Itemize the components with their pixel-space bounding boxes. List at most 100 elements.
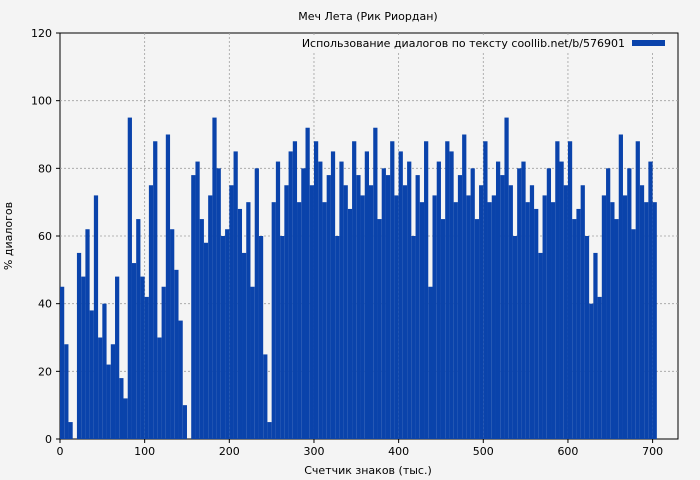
bar [542,195,547,439]
bar [432,195,437,439]
y-tick-label: 100 [31,95,52,108]
bar [271,202,276,439]
bar [275,161,281,440]
bar [220,236,226,439]
x-tick-label: 600 [557,445,578,458]
bar [136,219,141,439]
bar [229,185,234,439]
x-tick-label: 500 [473,445,494,458]
bar [377,219,382,439]
bar [652,202,657,439]
bar [191,175,196,439]
bar [110,344,116,439]
bar [250,286,255,439]
bar [89,310,94,439]
bar [81,276,86,439]
bar [479,185,484,439]
bar [170,229,175,439]
bar [457,175,463,439]
bar [402,185,408,439]
bar [280,236,285,439]
bar [242,252,247,439]
bar [525,202,530,439]
y-tick-label: 0 [45,433,52,446]
bar [352,141,357,439]
bar [369,185,374,439]
bar [123,398,128,439]
bar [424,141,429,439]
bar [440,219,446,439]
bar [639,185,645,439]
bar [267,422,272,439]
bar [538,252,543,439]
x-axis-ticks: 0 100 200 300 400 500 600 700 [57,439,663,458]
bar [563,185,568,439]
bar [343,185,348,439]
bar [174,269,179,439]
x-axis-label: Счетчик знаков (тыс.) [304,464,432,477]
bar [415,175,420,439]
bar [529,185,535,439]
y-tick-label: 120 [31,27,52,40]
bar [618,134,623,439]
bar [305,127,310,439]
bar [102,303,107,439]
chart-title: Меч Лета (Рик Риордан) [298,10,437,23]
bar [115,276,120,439]
bar [398,151,403,439]
bar [407,161,412,440]
bar [576,208,581,439]
bar [119,378,124,439]
bar [233,151,238,439]
bar [76,252,82,439]
bar [106,364,111,439]
bar [225,229,230,439]
y-tick-label: 60 [38,230,52,243]
legend: Использование диалогов по тексту coollib… [302,35,676,51]
bar [258,236,264,439]
x-tick-label: 100 [134,445,155,458]
bar [474,219,480,439]
bar [445,141,450,439]
bar [208,195,213,439]
bar [453,202,458,439]
bar [534,208,539,439]
bar [394,195,399,439]
bar [203,242,209,439]
bar [263,354,268,439]
y-tick-label: 20 [38,365,52,378]
bar [491,195,496,439]
x-tick-label: 300 [303,445,324,458]
bar [584,236,590,439]
bar [309,185,314,439]
bar [182,405,187,439]
bar [153,141,158,439]
bar [292,141,298,439]
bar [165,134,171,439]
bar [504,117,509,439]
bar [246,202,251,439]
bar [364,151,369,439]
x-tick-label: 400 [388,445,409,458]
bar [98,337,103,439]
bar [466,195,471,439]
bar [508,185,513,439]
x-tick-label: 200 [219,445,240,458]
bar [148,185,154,439]
bar [68,422,73,439]
bar [631,229,636,439]
bar [411,236,416,439]
bar [60,286,65,439]
bar [589,303,594,439]
bar [195,161,200,440]
bar [622,195,628,439]
bar [644,202,649,439]
bar [288,151,293,439]
bar [555,141,560,439]
bar [521,161,526,440]
y-axis-ticks: 0 20 40 60 80 100 120 [31,27,60,446]
bar [373,127,378,439]
bar [64,344,69,439]
bar [572,219,577,439]
legend-background [312,35,676,51]
